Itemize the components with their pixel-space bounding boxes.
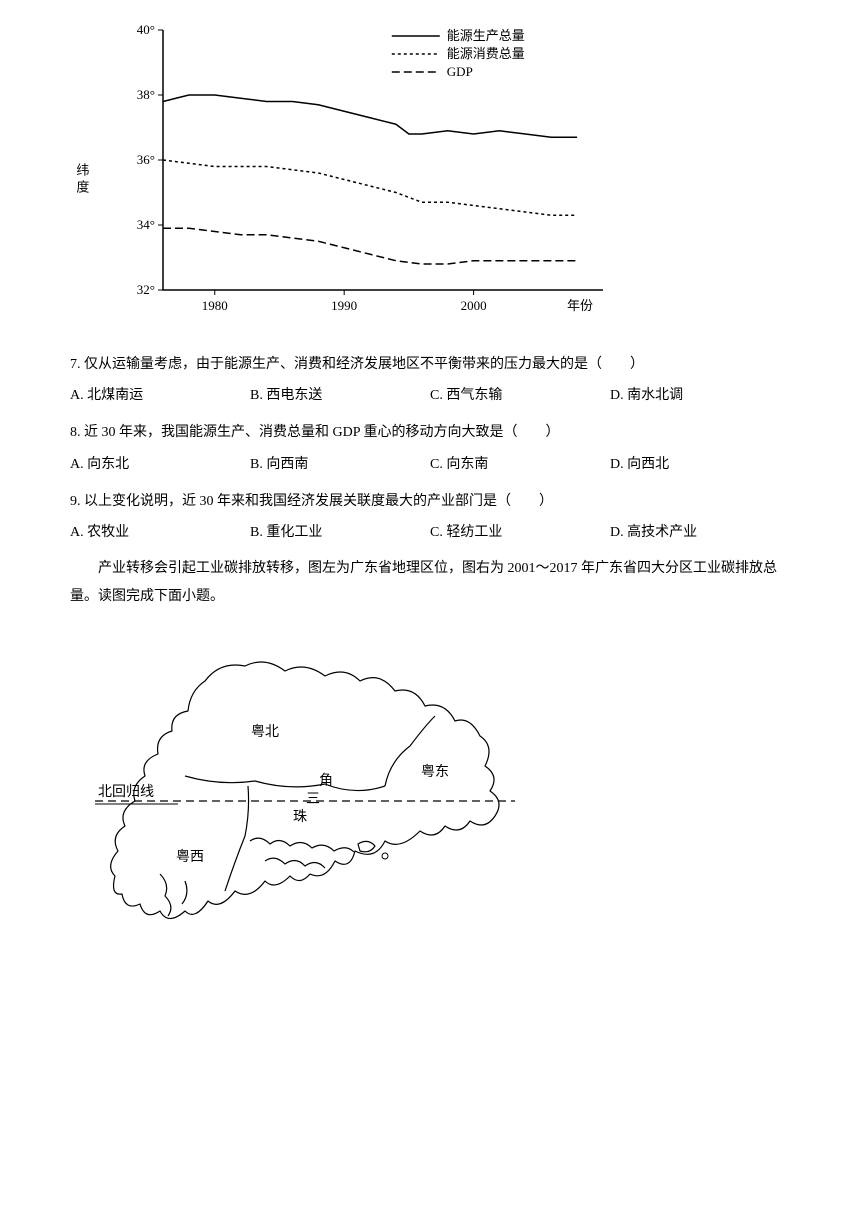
q9-options: A. 农牧业 B. 重化工业 C. 轻纺工业 D. 高技术产业 bbox=[70, 520, 790, 545]
svg-text:能源消费总量: 能源消费总量 bbox=[447, 46, 525, 61]
svg-text:34°: 34° bbox=[137, 217, 155, 232]
q9-option-a: A. 农牧业 bbox=[70, 520, 250, 545]
question-7: 7. 仅从运输量考虑，由于能源生产、消费和经济发展地区不平衡带来的压力最大的是（… bbox=[70, 352, 790, 377]
svg-text:粤西: 粤西 bbox=[176, 849, 204, 865]
q8-option-d: D. 向西北 bbox=[610, 452, 790, 477]
svg-text:粤北: 粤北 bbox=[251, 724, 279, 740]
q7-option-b: B. 西电东送 bbox=[250, 383, 430, 408]
question-8: 8. 近 30 年来，我国能源生产、消费总量和 GDP 重心的移动方向大致是（ … bbox=[70, 420, 790, 445]
energy-gdp-chart: 32° 34° 36° 38° 40° 1980 1990 2000 年份 能源生产总量能源消费总… bbox=[113, 20, 613, 320]
svg-text:32°: 32° bbox=[137, 282, 155, 297]
q7-option-a: A. 北煤南运 bbox=[70, 383, 250, 408]
q7-option-c: C. 西气东输 bbox=[430, 383, 610, 408]
q8-option-a: A. 向东北 bbox=[70, 452, 250, 477]
question-9: 9. 以上变化说明，近 30 年来和我国经济发展关联度最大的产业部门是（ ） bbox=[70, 489, 790, 514]
energy-chart-block: 纬度 32° 34° 36° 38° 40° 1980 1990 2000 年份 能源生产总量能源… bbox=[70, 20, 790, 340]
passage-text: 产业转移会引起工业碳排放转移，图左为广东省地理区位，图右为 2001～2017 … bbox=[70, 555, 790, 611]
q8-option-c: C. 向东南 bbox=[430, 452, 610, 477]
svg-text:36°: 36° bbox=[137, 152, 155, 167]
svg-text:GDP: GDP bbox=[447, 64, 473, 79]
q7-option-d: D. 南水北调 bbox=[610, 383, 790, 408]
q8-options: A. 向东北 B. 向西南 C. 向东南 D. 向西北 bbox=[70, 452, 790, 477]
svg-text:38°: 38° bbox=[137, 87, 155, 102]
map-wrapper: 北回归线 粤北粤东珠三角粤西 bbox=[90, 626, 790, 985]
chart-wrapper: 32° 34° 36° 38° 40° 1980 1990 2000 年份 能源生产总量能源消费总… bbox=[113, 20, 613, 320]
svg-text:1980: 1980 bbox=[202, 298, 228, 313]
svg-text:40°: 40° bbox=[137, 22, 155, 37]
chart-ylabel: 纬度 bbox=[70, 163, 93, 197]
q7-options: A. 北煤南运 B. 西电东送 C. 西气东输 D. 南水北调 bbox=[70, 383, 790, 408]
guangdong-map: 北回归线 粤北粤东珠三角粤西 bbox=[90, 626, 530, 976]
svg-text:1990: 1990 bbox=[332, 298, 358, 313]
svg-text:珠: 珠 bbox=[293, 809, 307, 825]
svg-text:角: 角 bbox=[319, 773, 333, 789]
svg-text:三: 三 bbox=[306, 792, 320, 807]
svg-text:能源生产总量: 能源生产总量 bbox=[447, 28, 525, 43]
q9-option-c: C. 轻纺工业 bbox=[430, 520, 610, 545]
svg-text:年份: 年份 bbox=[567, 298, 593, 313]
q9-option-d: D. 高技术产业 bbox=[610, 520, 790, 545]
svg-text:北回归线: 北回归线 bbox=[98, 783, 154, 800]
svg-text:2000: 2000 bbox=[461, 298, 487, 313]
q8-option-b: B. 向西南 bbox=[250, 452, 430, 477]
svg-text:粤东: 粤东 bbox=[421, 764, 449, 780]
q9-option-b: B. 重化工业 bbox=[250, 520, 430, 545]
